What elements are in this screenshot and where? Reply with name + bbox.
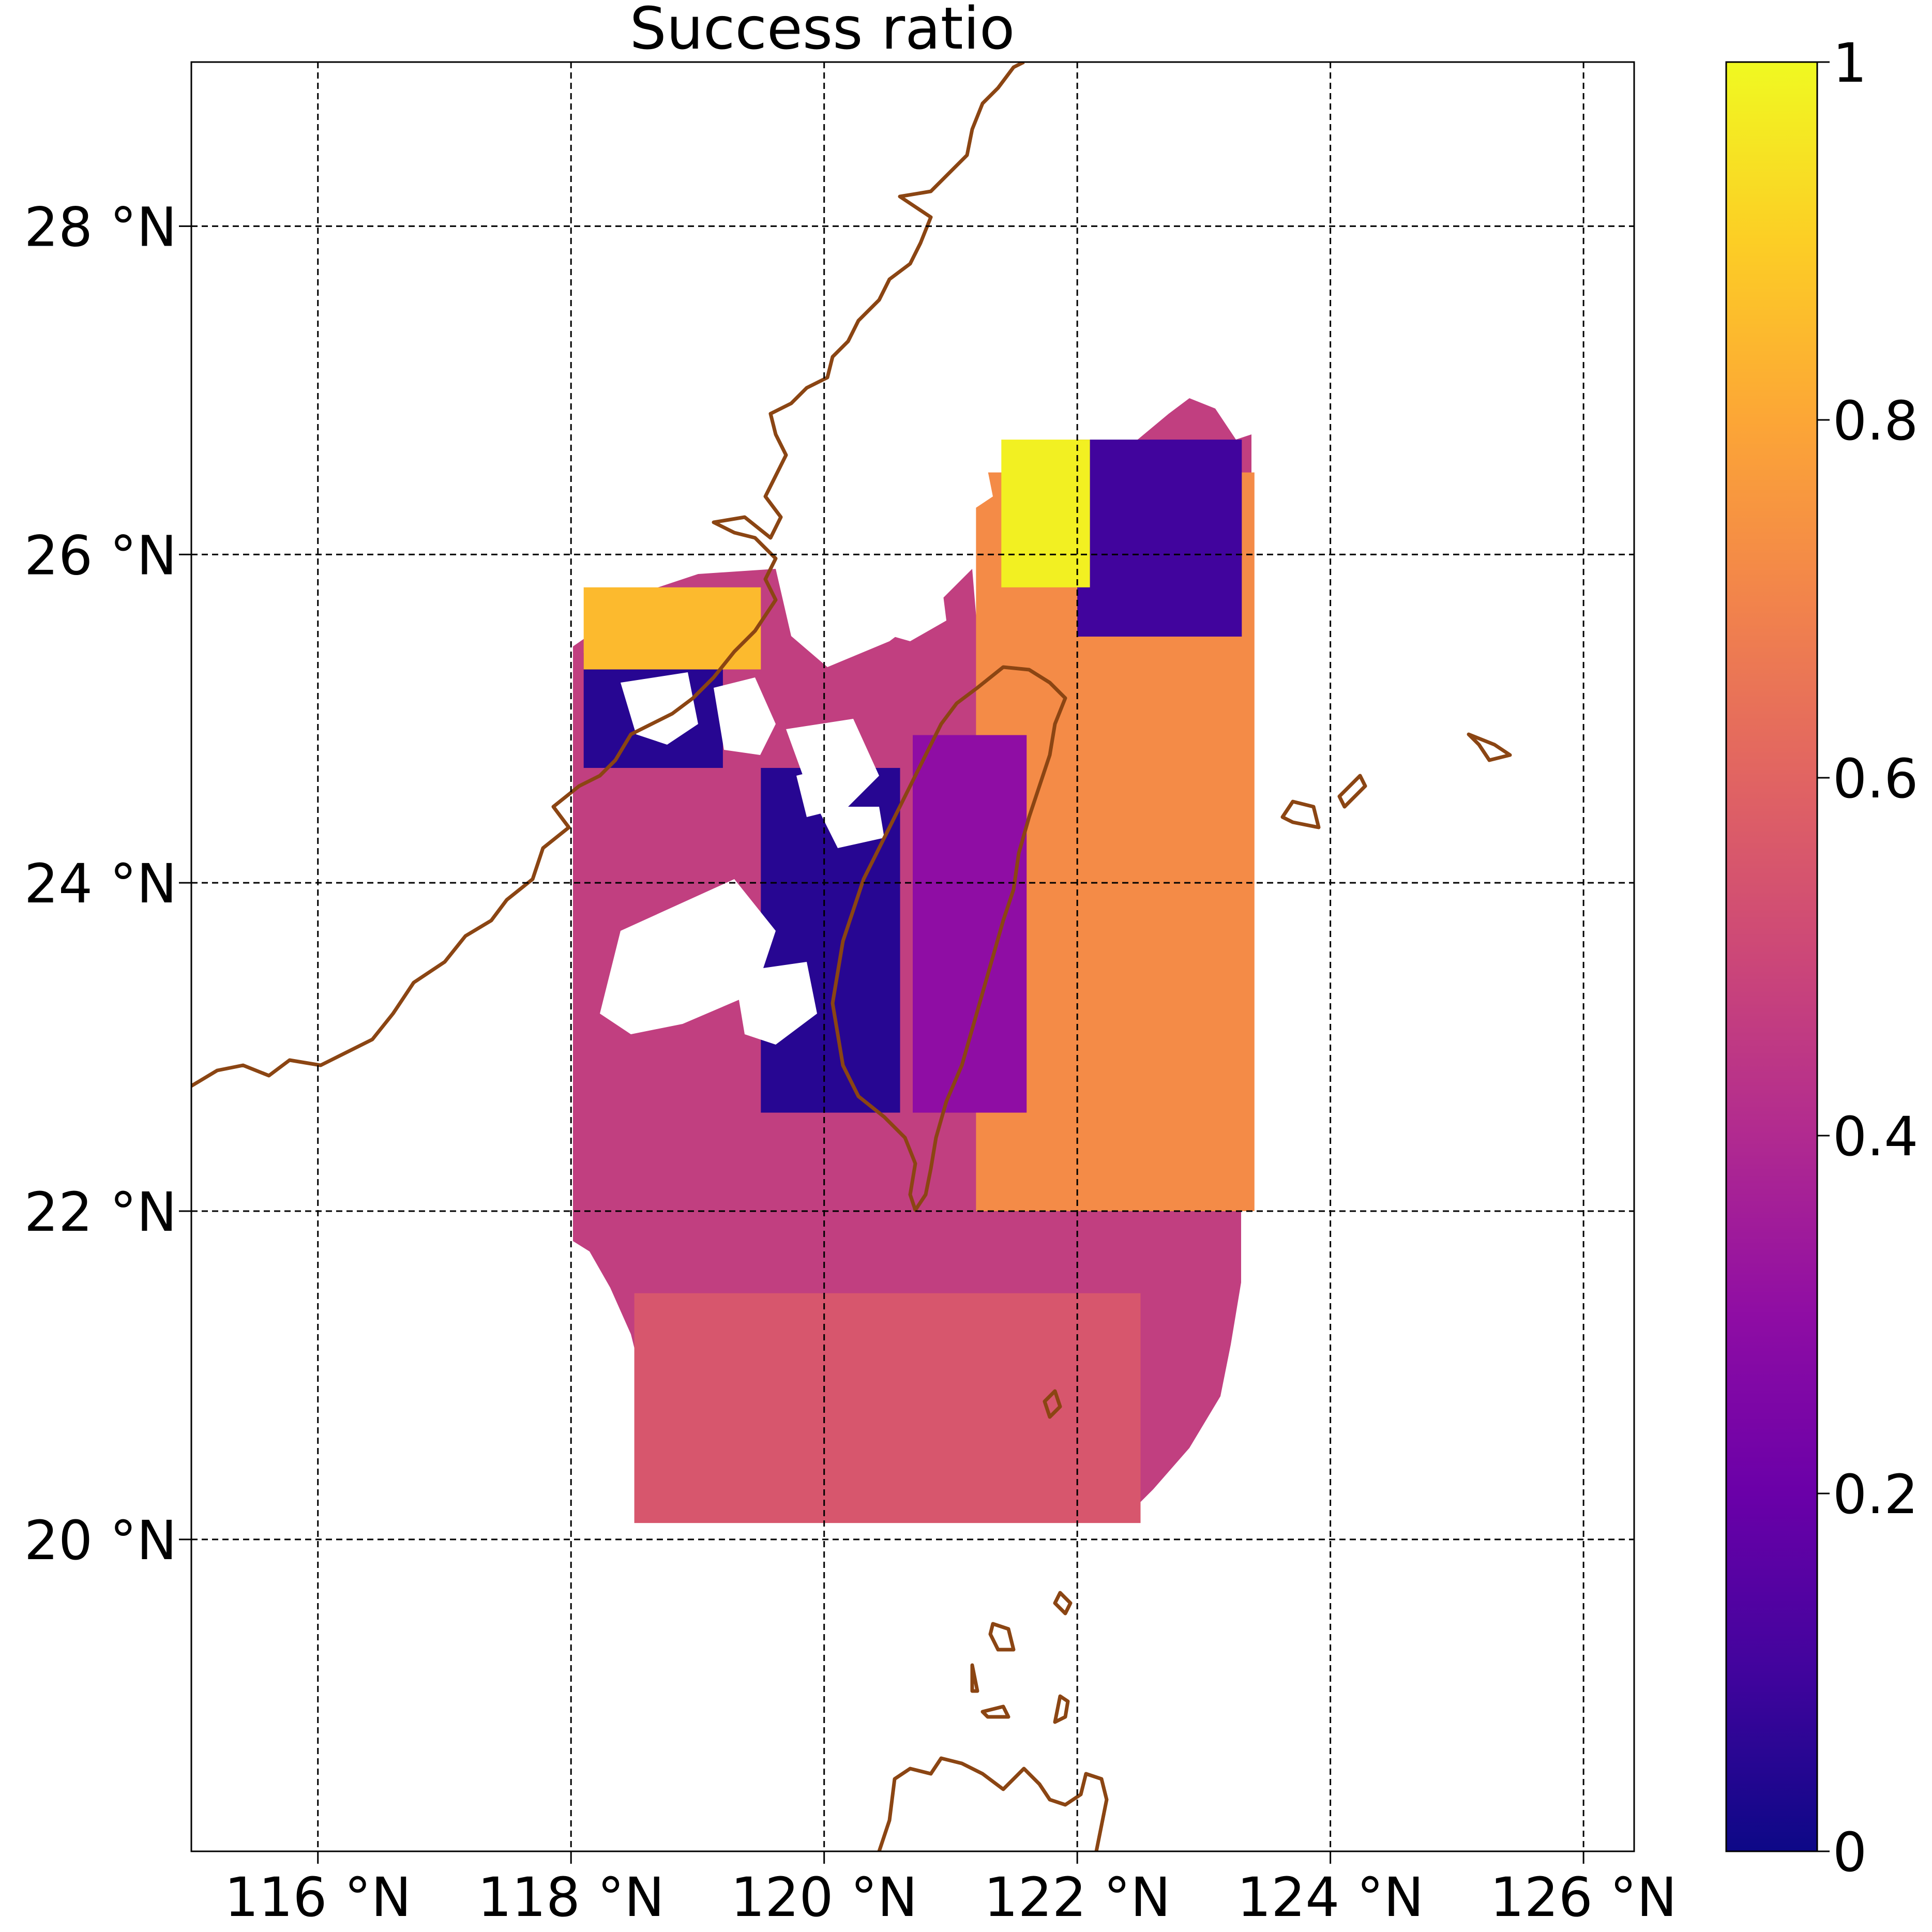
island-outline bbox=[1337, 774, 1367, 809]
y-tick-label: 28 °N bbox=[24, 195, 177, 259]
island-outline bbox=[988, 1622, 1016, 1652]
colorbar-tick-label: 1 bbox=[1833, 32, 1867, 95]
x-tick-label: 116 °N bbox=[224, 1866, 411, 1929]
colorbar-tick-label: 0.8 bbox=[1833, 389, 1918, 452]
island-outline bbox=[1043, 1389, 1062, 1419]
y-tick-label: 26 °N bbox=[24, 524, 177, 587]
heatmap-region-taiwan-mountains bbox=[913, 735, 1027, 1113]
x-tick-label: 126 °N bbox=[1490, 1866, 1677, 1929]
colorbar-tick-label: 0 bbox=[1833, 1821, 1867, 1884]
colorbar-tick-label: 0.4 bbox=[1833, 1105, 1918, 1168]
island-outline bbox=[1053, 1591, 1073, 1616]
chart-title: Success ratio bbox=[629, 0, 1015, 63]
taiwan-island-outline bbox=[831, 665, 1067, 1212]
heatmap-regions bbox=[583, 440, 1255, 1523]
island-outline bbox=[970, 1663, 979, 1693]
y-tick-label: 20 °N bbox=[24, 1509, 177, 1572]
y-tick-label: 22 °N bbox=[24, 1181, 177, 1244]
x-tick-label: 120 °N bbox=[731, 1866, 917, 1929]
axes-frame bbox=[190, 61, 1635, 1852]
x-tick-label: 122 °N bbox=[984, 1866, 1170, 1929]
colorbar-tick-label: 0.2 bbox=[1833, 1463, 1918, 1526]
missing-data-area bbox=[600, 440, 993, 1045]
luzon-coastline bbox=[877, 1756, 1109, 1851]
y-tick-label: 24 °N bbox=[24, 852, 177, 915]
x-axis-ticks: 116 °N 118 °N 120 °N 122 °N 124 °N 126 °N bbox=[224, 1851, 1677, 1929]
colorbar-ticks: 0 0.2 0.4 0.6 0.8 1 bbox=[1817, 32, 1918, 1884]
x-tick-label: 118 °N bbox=[478, 1866, 665, 1929]
island-outline bbox=[980, 1704, 1010, 1719]
island-outline bbox=[1280, 799, 1321, 829]
colorbar-tick-label: 0.6 bbox=[1833, 747, 1918, 810]
heatmap-region-fujian-coast-high bbox=[583, 587, 761, 670]
heatmap-region-northeast-patch-high bbox=[1001, 440, 1090, 587]
colorbar: 0 0.2 0.4 0.6 0.8 1 bbox=[1725, 32, 1918, 1884]
island-outline bbox=[1467, 732, 1512, 762]
colorbar-gradient bbox=[1725, 61, 1818, 1852]
x-tick-label: 124 °N bbox=[1237, 1866, 1424, 1929]
heatmap-region-southern-band bbox=[634, 1293, 1141, 1523]
y-axis-ticks: 20 °N 22 °N 24 °N 26 °N 28 °N bbox=[24, 195, 191, 1572]
heatmap-field bbox=[573, 398, 1255, 1523]
island-outline bbox=[1053, 1694, 1070, 1724]
gridlines bbox=[191, 62, 1634, 1851]
heatmap-region-northeast-low bbox=[1077, 440, 1242, 637]
